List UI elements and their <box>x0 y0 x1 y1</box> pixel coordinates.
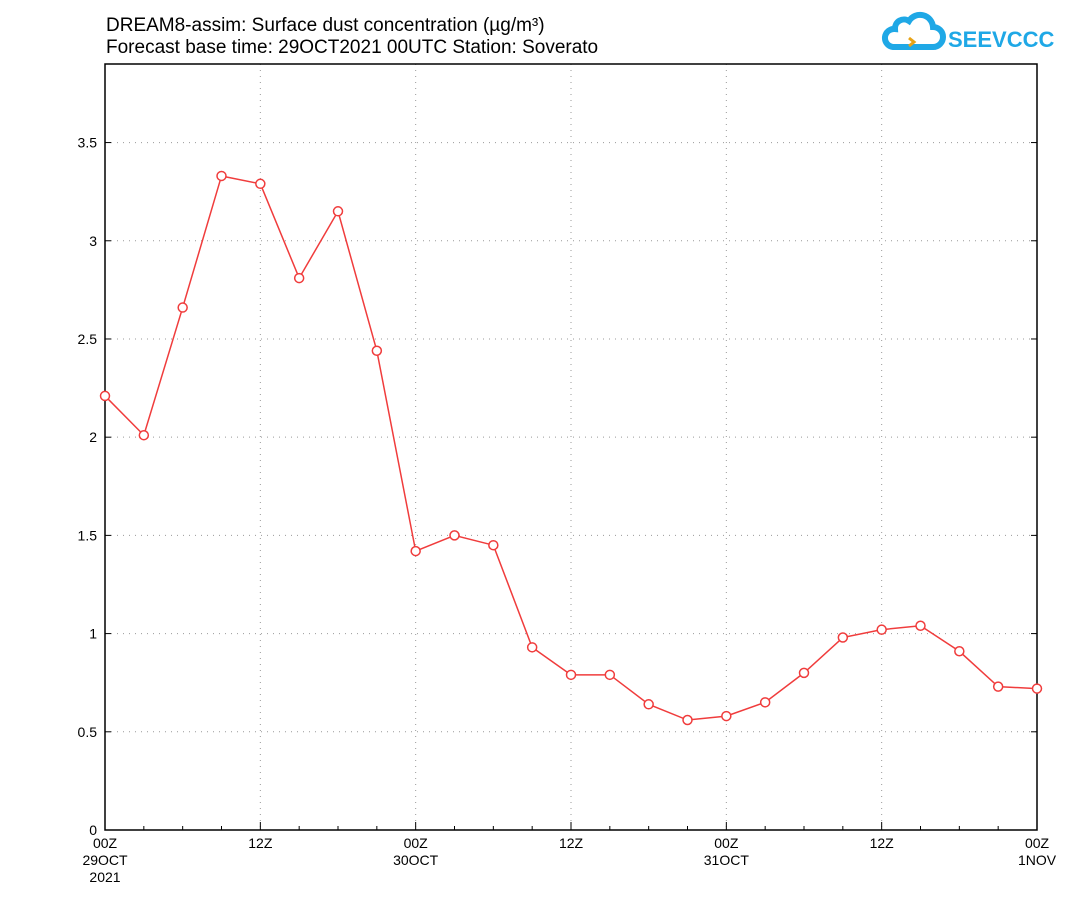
data-point <box>410 545 421 557</box>
data-point <box>876 624 887 635</box>
logo-text: SEEVCCC <box>948 27 1054 52</box>
y-tick-label: 0.5 <box>78 724 98 740</box>
y-tick-label: 1 <box>89 626 97 642</box>
data-point <box>138 429 150 441</box>
x-tick-label: 00Z <box>93 835 118 851</box>
x-tick-label: 31OCT <box>704 852 750 868</box>
data-point <box>488 539 499 551</box>
data-point <box>682 714 693 726</box>
data-point <box>99 390 111 402</box>
y-tick-label: 2 <box>89 429 97 445</box>
series-line <box>104 175 1038 721</box>
x-tick-label: 2021 <box>89 869 120 885</box>
x-tick-label: 00Z <box>404 835 429 851</box>
cloud-icon <box>882 11 946 50</box>
data-point <box>526 642 538 653</box>
data-point <box>721 710 732 722</box>
data-point <box>449 530 460 541</box>
y-tick-label: 3.5 <box>78 135 98 151</box>
x-tick-label: 29OCT <box>82 852 128 868</box>
data-point <box>915 620 926 631</box>
y-tick-label: 0 <box>89 822 97 838</box>
data-point <box>759 697 771 708</box>
data-point <box>798 667 810 679</box>
data-point <box>216 170 227 182</box>
x-tick-label: 12Z <box>870 835 895 851</box>
y-tick-label: 2.5 <box>78 331 98 347</box>
chart-title: DREAM8-assim: Surface dust concentration… <box>106 15 545 36</box>
seevccc-logo: SEEVCCC <box>882 11 1054 52</box>
data-point <box>293 272 305 284</box>
data-point <box>992 681 1004 692</box>
data-point <box>332 206 344 217</box>
x-tick-label: 1NOV <box>1018 852 1057 868</box>
data-point <box>604 669 616 681</box>
data-point <box>371 345 383 357</box>
x-tick-label: 12Z <box>248 835 273 851</box>
x-tick-label: 30OCT <box>393 852 439 868</box>
x-tick-label: 00Z <box>1025 835 1050 851</box>
y-tick-label: 3 <box>89 233 97 249</box>
y-tick-label: 1.5 <box>78 527 98 543</box>
data-point <box>177 302 188 313</box>
chart-subtitle: Forecast base time: 29OCT2021 00UTC Stat… <box>106 37 598 58</box>
x-tick-label: 00Z <box>714 835 739 851</box>
data-point <box>643 699 654 710</box>
data-point <box>954 646 965 657</box>
data-point <box>255 178 266 190</box>
data-point <box>837 632 849 643</box>
data-point <box>565 669 577 681</box>
x-tick-label: 12Z <box>559 835 584 851</box>
data-point <box>1031 683 1043 694</box>
